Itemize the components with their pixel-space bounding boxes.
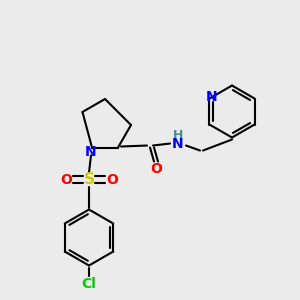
Text: N: N (85, 145, 97, 158)
Text: N: N (172, 136, 184, 151)
Text: H: H (173, 129, 183, 142)
Text: O: O (60, 172, 72, 187)
Text: O: O (150, 161, 162, 176)
Text: N: N (206, 89, 217, 103)
Text: Cl: Cl (82, 277, 96, 290)
Text: S: S (83, 172, 94, 187)
Text: O: O (106, 172, 118, 187)
